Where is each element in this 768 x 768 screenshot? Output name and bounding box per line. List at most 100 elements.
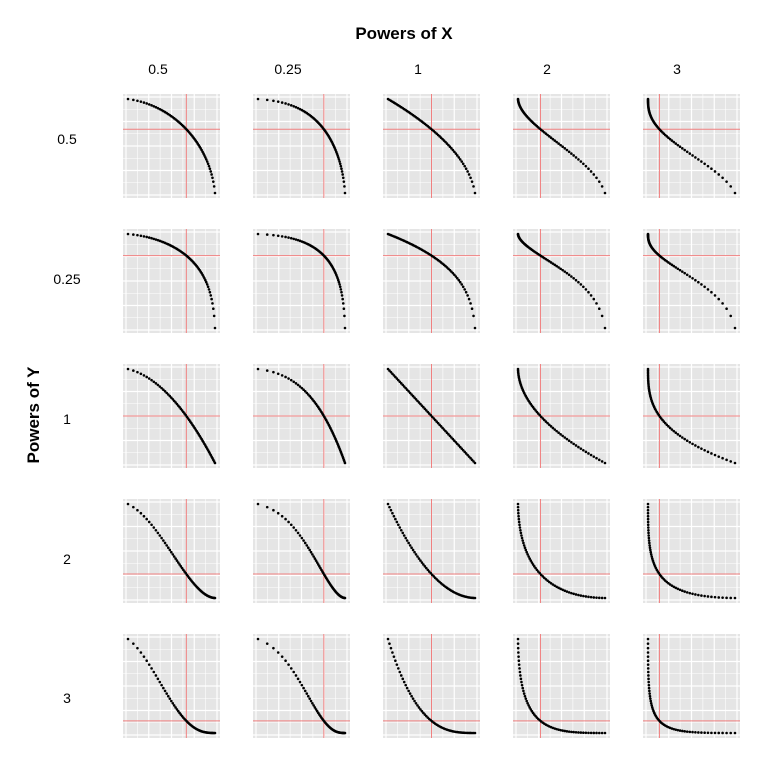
data-point	[158, 680, 162, 684]
data-point	[147, 236, 151, 239]
data-point	[205, 283, 209, 286]
data-point	[287, 236, 290, 239]
data-point	[597, 180, 601, 183]
data-point	[453, 273, 456, 277]
data-point	[280, 235, 284, 238]
data-point	[404, 536, 407, 540]
data-point	[729, 460, 733, 463]
data-point	[314, 559, 318, 562]
facet-panel-r2-c2	[253, 229, 350, 333]
data-point	[670, 584, 674, 587]
data-point	[584, 450, 588, 454]
row-facet-label-3: 1	[63, 411, 71, 427]
data-point	[676, 433, 680, 436]
data-point	[733, 461, 737, 465]
data-point	[710, 452, 713, 455]
data-point	[312, 704, 315, 707]
facet-panel-r4-c1	[123, 499, 220, 603]
data-point	[170, 550, 173, 554]
data-point	[713, 170, 717, 173]
data-point	[579, 283, 583, 286]
data-point	[649, 553, 653, 556]
data-point	[470, 180, 474, 183]
data-point	[570, 440, 573, 444]
data-point	[419, 559, 422, 562]
data-point	[150, 104, 153, 107]
data-point	[386, 502, 390, 506]
data-point	[572, 442, 575, 446]
facet-panel-r2-c1	[123, 229, 220, 333]
data-point	[343, 596, 347, 600]
data-point	[150, 378, 153, 382]
data-point	[305, 544, 309, 547]
data-point	[587, 290, 590, 294]
data-point	[681, 270, 684, 273]
data-point	[603, 731, 607, 735]
data-point	[154, 105, 158, 109]
data-point	[212, 314, 216, 318]
data-point	[461, 162, 465, 166]
data-point	[551, 262, 555, 265]
data-point	[674, 431, 678, 435]
data-point	[466, 294, 469, 297]
data-point	[454, 275, 458, 278]
data-point	[386, 637, 390, 641]
data-point	[597, 458, 601, 462]
data-point	[700, 160, 703, 163]
data-point	[521, 539, 525, 542]
data-point	[460, 160, 464, 163]
data-point	[136, 99, 139, 103]
data-point	[678, 729, 682, 732]
data-point	[674, 266, 678, 269]
data-point	[572, 154, 575, 157]
data-point	[574, 444, 578, 447]
data-point	[559, 433, 562, 436]
data-point	[557, 266, 560, 269]
data-point	[312, 555, 315, 558]
data-point	[646, 655, 650, 658]
data-point	[676, 267, 680, 271]
data-point	[595, 731, 598, 735]
data-point	[179, 565, 183, 568]
data-point	[557, 142, 560, 145]
data-point	[548, 423, 551, 427]
data-point	[398, 670, 402, 674]
data-point	[713, 294, 717, 297]
data-point	[697, 445, 700, 449]
data-point	[563, 270, 567, 273]
data-point	[678, 588, 682, 592]
data-point	[563, 436, 567, 439]
data-point	[401, 677, 405, 681]
data-point	[407, 689, 410, 693]
data-point	[570, 152, 573, 155]
facet-panel-r1-c1	[123, 94, 220, 198]
data-point	[165, 391, 168, 395]
data-point	[674, 586, 678, 590]
data-point	[647, 677, 650, 681]
data-point	[678, 145, 682, 149]
data-point	[172, 704, 176, 707]
data-point	[549, 425, 553, 428]
data-point	[426, 568, 430, 572]
data-point	[210, 173, 213, 176]
data-point	[158, 385, 162, 388]
data-point	[294, 105, 298, 109]
data-point	[600, 460, 604, 463]
data-point	[126, 97, 130, 101]
data-point	[721, 302, 724, 305]
data-point	[553, 584, 557, 587]
data-point	[519, 531, 523, 535]
data-point	[523, 546, 527, 549]
data-point	[559, 728, 562, 732]
data-point	[648, 694, 652, 698]
data-point	[700, 731, 703, 734]
data-point	[683, 590, 687, 593]
data-point	[524, 697, 528, 700]
data-point	[343, 191, 347, 195]
facet-panel-r1-c4	[513, 94, 610, 198]
data-point	[646, 526, 650, 529]
data-point	[589, 731, 593, 735]
data-point	[646, 642, 650, 645]
data-point	[287, 520, 290, 524]
col-facet-label-3: 1	[414, 61, 422, 77]
